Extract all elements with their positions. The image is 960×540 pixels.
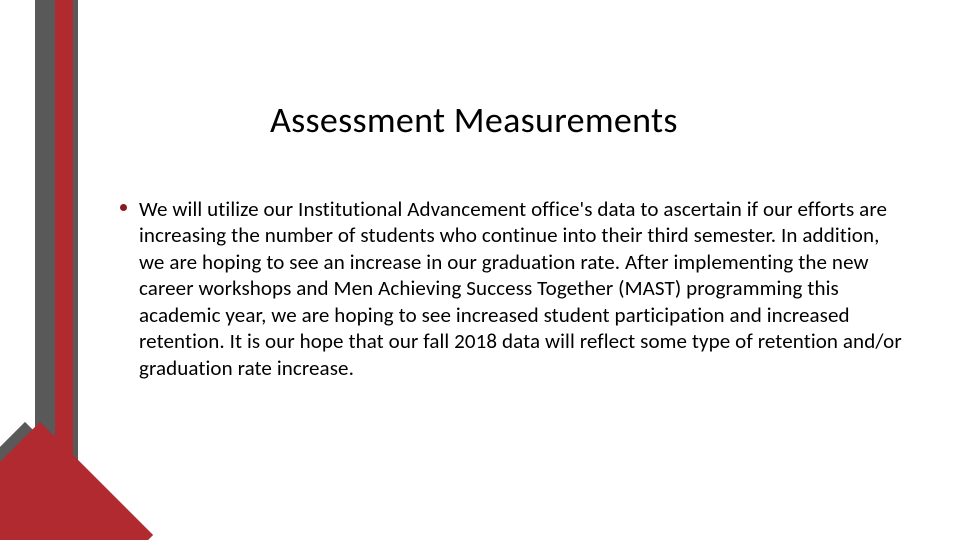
bullet-icon (120, 204, 127, 211)
slide-title: Assessment Measurements (270, 98, 678, 142)
body-paragraph: We will utilize our Institutional Advanc… (139, 196, 909, 381)
